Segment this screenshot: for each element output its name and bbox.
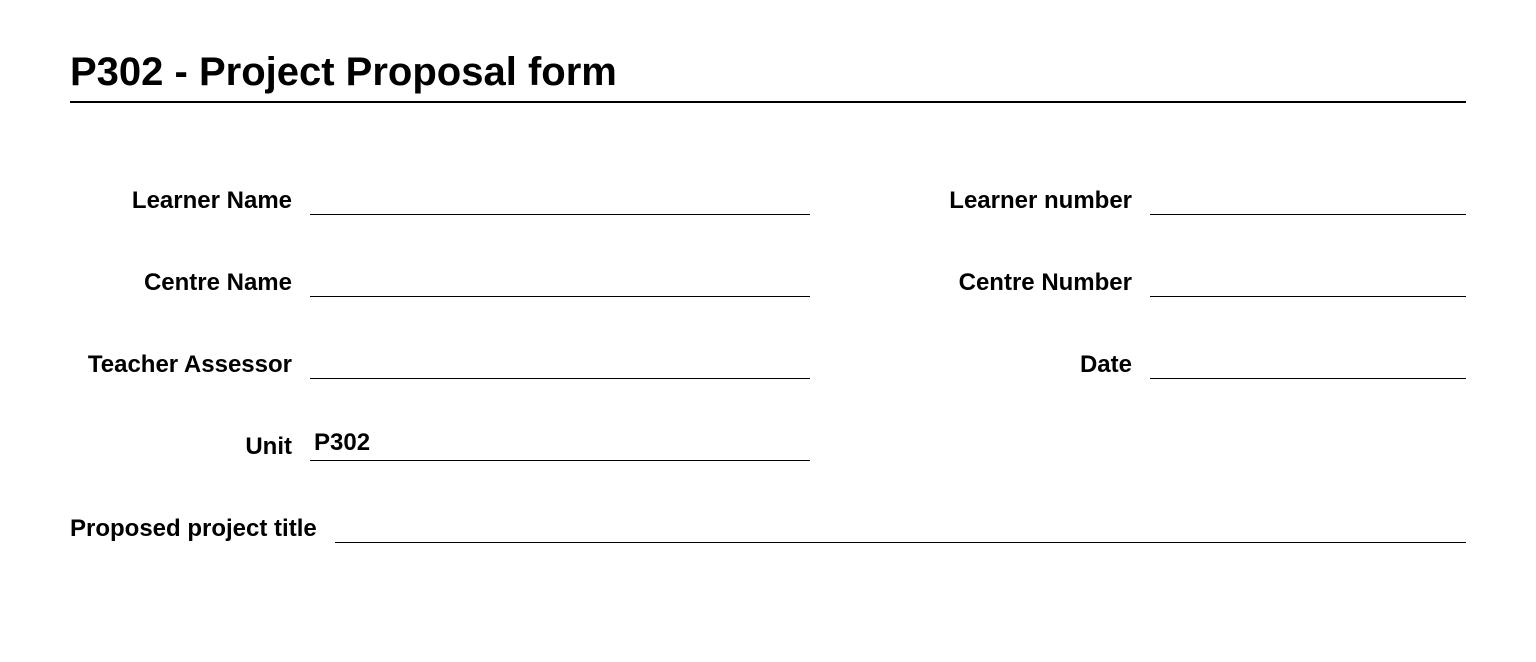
- form-page: P302 - Project Proposal form Learner Nam…: [0, 0, 1536, 543]
- label-unit: Unit: [70, 433, 310, 461]
- group-date: Date: [850, 347, 1466, 379]
- group-teacher-assessor: Teacher Assessor: [70, 347, 810, 379]
- field-unit[interactable]: P302: [310, 429, 810, 461]
- label-centre-number: Centre Number: [850, 269, 1150, 297]
- label-learner-name: Learner Name: [70, 187, 310, 215]
- group-unit: Unit P302: [70, 429, 810, 461]
- row-unit: Unit P302: [70, 429, 1466, 461]
- field-learner-number[interactable]: [1150, 183, 1466, 215]
- row-centre: Centre Name Centre Number: [70, 265, 1466, 297]
- form-title: P302 - Project Proposal form: [70, 50, 1466, 103]
- group-learner-number: Learner number: [850, 183, 1466, 215]
- group-centre-number: Centre Number: [850, 265, 1466, 297]
- field-centre-name[interactable]: [310, 265, 810, 297]
- label-project-title: Proposed project title: [70, 515, 335, 543]
- group-learner-name: Learner Name: [70, 183, 810, 215]
- field-learner-name[interactable]: [310, 183, 810, 215]
- row-project-title: Proposed project title: [70, 511, 1466, 543]
- row-teacher: Teacher Assessor Date: [70, 347, 1466, 379]
- field-date[interactable]: [1150, 347, 1466, 379]
- row-learner: Learner Name Learner number: [70, 183, 1466, 215]
- field-project-title[interactable]: [335, 511, 1466, 543]
- label-learner-number: Learner number: [850, 187, 1150, 215]
- field-teacher-assessor[interactable]: [310, 347, 810, 379]
- label-teacher-assessor: Teacher Assessor: [70, 351, 310, 379]
- field-centre-number[interactable]: [1150, 265, 1466, 297]
- label-date: Date: [850, 351, 1150, 379]
- group-centre-name: Centre Name: [70, 265, 810, 297]
- label-centre-name: Centre Name: [70, 269, 310, 297]
